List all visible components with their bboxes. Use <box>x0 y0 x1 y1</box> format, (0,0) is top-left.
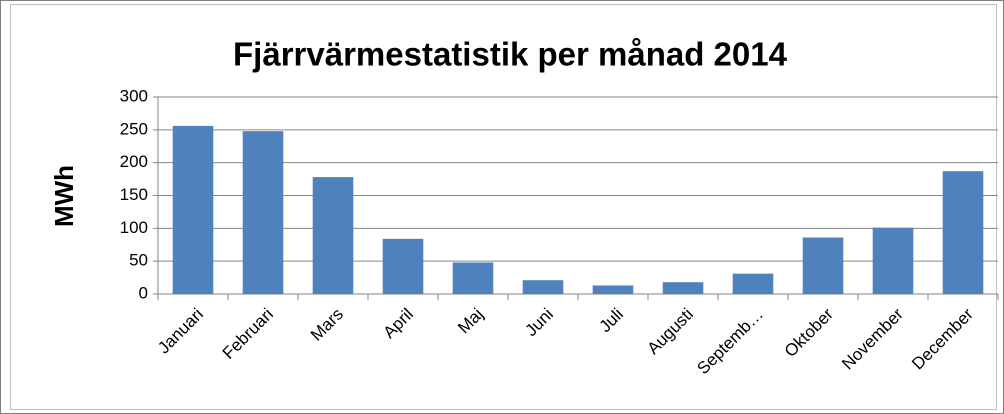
bar <box>732 273 774 294</box>
bar <box>382 238 424 294</box>
y-tick-label: 150 <box>120 185 148 204</box>
bar <box>172 125 214 294</box>
y-tick-label: 50 <box>129 251 148 270</box>
y-tick-label: 100 <box>120 218 148 237</box>
bar <box>942 171 984 294</box>
bar <box>802 237 844 294</box>
bar <box>872 227 914 294</box>
bar <box>312 177 354 294</box>
bar <box>592 285 634 294</box>
y-tick-label: 300 <box>120 86 148 105</box>
y-tick-label: 250 <box>120 119 148 138</box>
y-tick-label: 200 <box>120 152 148 171</box>
y-tick-label: 0 <box>139 283 148 302</box>
bar <box>662 282 704 294</box>
bar <box>522 280 564 294</box>
bar <box>452 262 494 294</box>
y-axis-label: MWh <box>49 165 79 227</box>
bar <box>242 131 284 294</box>
chart-title: Fjärrvärmestatistik per månad 2014 <box>233 36 788 73</box>
